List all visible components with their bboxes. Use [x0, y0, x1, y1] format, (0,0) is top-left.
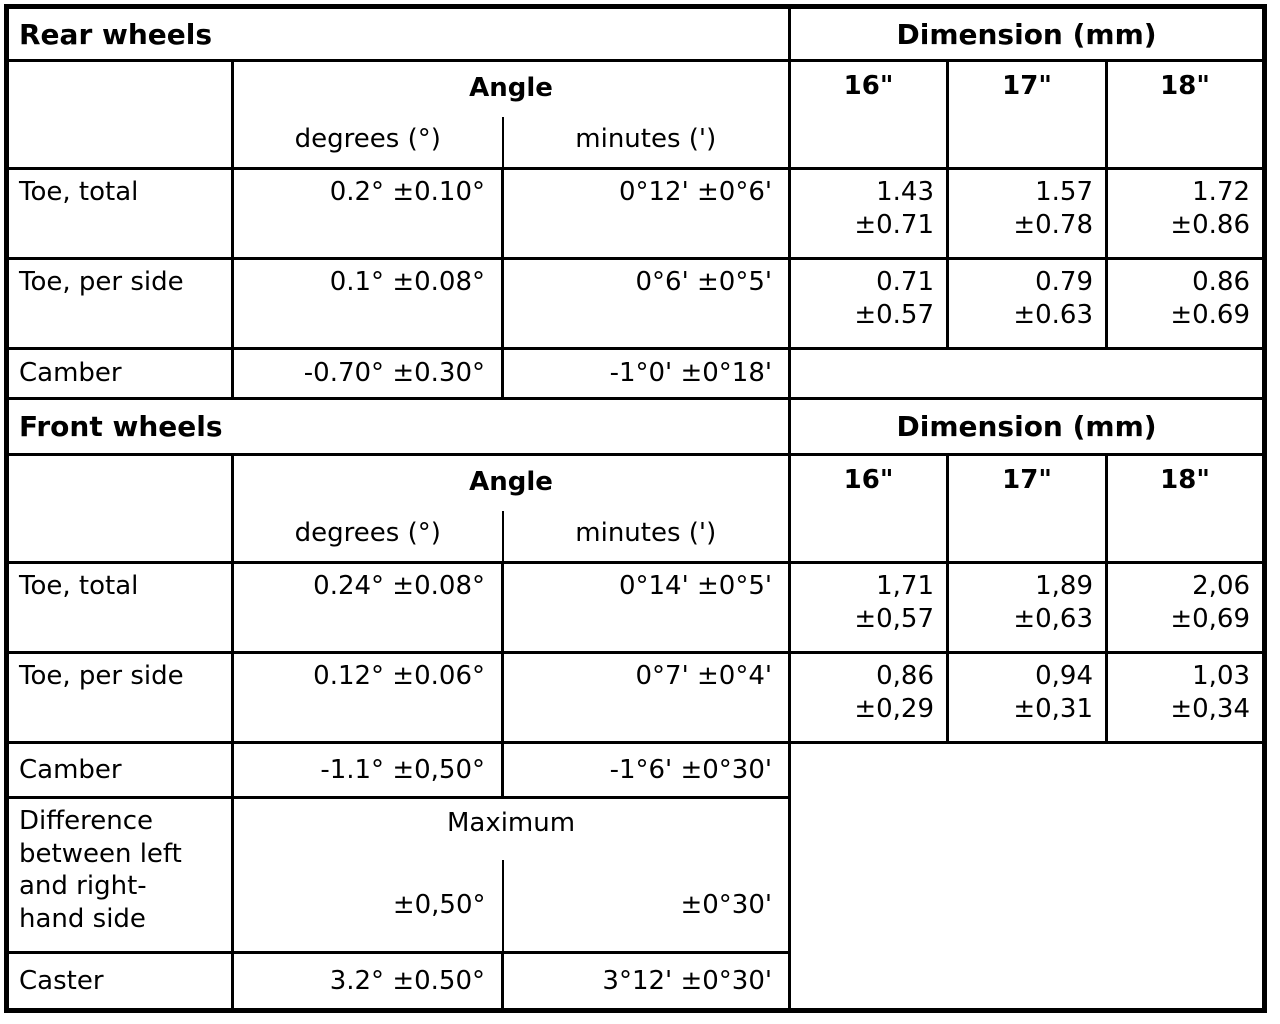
front-angle-header: Angle	[230, 453, 792, 511]
front-toe-total-dim-17: 1,89 ±0,63	[946, 561, 1109, 654]
rear-toe-total-row: Toe, total 0.2° ±0.10° 0°12' ±0°6' 1.43 …	[5, 167, 1267, 260]
front-caster-degrees: 3.2° ±0.50°	[231, 951, 504, 1012]
rear-toe-per-side-dim-18: 0.86 ±0.69	[1105, 257, 1267, 350]
rear-minutes-header: minutes (')	[501, 115, 792, 170]
rear-header-spacer-cell	[5, 59, 234, 170]
rear-angle-header-row: Angle 16" 17" 18"	[5, 59, 1267, 170]
rear-angle-header: Angle	[230, 59, 792, 117]
rear-toe-total-label: Toe, total	[5, 167, 234, 260]
front-difference-minutes: ±0°30'	[501, 858, 792, 954]
rear-camber-minutes: -1°0' ±0°18'	[500, 347, 792, 400]
rear-toe-per-side-minutes: 0°6' ±0°5'	[500, 257, 792, 350]
rear-subheader-row: degrees (°) minutes (')	[7, 115, 1265, 170]
rear-toe-per-side-dim-16: 0.71 ±0.57	[788, 257, 950, 350]
front-caster-row: Caster 3.2° ±0.50° 3°12' ±0°30'	[5, 951, 1265, 1012]
front-toe-total-dim-18: 2,06 ±0,69	[1105, 561, 1267, 654]
front-toe-total-minutes: 0°14' ±0°5'	[500, 561, 792, 654]
front-toe-per-side-dim-18: 1,03 ±0,34	[1105, 651, 1267, 744]
rear-camber-degrees: -0.70° ±0.30°	[231, 347, 504, 400]
rear-title-row: Rear wheels Dimension (mm)	[4, 5, 1267, 62]
front-toe-total-row: Toe, total 0.24° ±0.08° 0°14' ±0°5' 1,71…	[5, 561, 1267, 654]
front-size-header-16: 16"	[788, 453, 950, 564]
front-camber-minutes: -1°6' ±0°30'	[500, 741, 792, 799]
front-size-header-18: 18"	[1105, 453, 1267, 564]
rear-toe-total-dim-17: 1.57 ±0.78	[946, 167, 1109, 260]
rear-camber-label: Camber	[5, 347, 234, 400]
front-header-spacer-cell	[5, 453, 234, 564]
front-toe-total-degrees: 0.24° ±0.08°	[231, 561, 504, 654]
rear-toe-total-minutes: 0°12' ±0°6'	[500, 167, 792, 260]
front-toe-per-side-label: Toe, per side	[5, 651, 234, 744]
front-difference-maximum-row: Difference between left and right- hand …	[5, 796, 1265, 954]
front-toe-total-label: Toe, total	[5, 561, 234, 654]
rear-dimension-header: Dimension (mm)	[788, 5, 1267, 62]
front-toe-per-side-degrees: 0.12° ±0.06°	[231, 651, 504, 744]
rear-toe-total-degrees: 0.2° ±0.10°	[231, 167, 504, 260]
front-angle-header-row: Angle 16" 17" 18"	[5, 453, 1267, 564]
front-subheader-row: degrees (°) minutes (')	[7, 509, 1265, 564]
rear-size-header-17: 17"	[946, 59, 1109, 170]
rear-camber-dim-empty-cell	[788, 347, 1267, 400]
front-toe-total-dim-16: 1,71 ±0,57	[788, 561, 950, 654]
front-toe-per-side-row: Toe, per side 0.12° ±0.06° 0°7' ±0°4' 0,…	[5, 651, 1267, 744]
rear-toe-per-side-row: Toe, per side 0.1° ±0.08° 0°6' ±0°5' 0.7…	[5, 257, 1267, 350]
rear-toe-per-side-degrees: 0.1° ±0.08°	[231, 257, 504, 350]
front-camber-label: Camber	[5, 741, 234, 799]
front-dimension-header: Dimension (mm)	[788, 397, 1267, 456]
rear-section-title: Rear wheels	[4, 5, 792, 62]
rear-toe-total-dim-18: 1.72 ±0.86	[1105, 167, 1267, 260]
rear-toe-per-side-dim-17: 0.79 ±0.63	[946, 257, 1109, 350]
front-dim-empty-cell	[788, 741, 1267, 1012]
front-caster-minutes: 3°12' ±0°30'	[500, 951, 792, 1012]
wheel-alignment-table: Rear wheels Dimension (mm) Angle 16" 17"…	[4, 4, 1268, 1013]
front-toe-per-side-minutes: 0°7' ±0°4'	[500, 651, 792, 744]
front-toe-per-side-dim-16: 0,86 ±0,29	[788, 651, 950, 744]
front-degrees-header: degrees (°)	[231, 509, 504, 564]
front-camber-row: Camber -1.1° ±0,50° -1°6' ±0°30'	[5, 741, 1267, 1012]
front-maximum-header: Maximum	[230, 796, 792, 860]
front-caster-label: Caster	[5, 951, 234, 1012]
front-difference-label: Difference between left and right- hand …	[5, 796, 234, 954]
front-minutes-header: minutes (')	[501, 509, 792, 564]
front-title-row: Front wheels Dimension (mm)	[4, 397, 1267, 456]
front-size-header-17: 17"	[946, 453, 1109, 564]
front-camber-degrees: -1.1° ±0,50°	[231, 741, 504, 799]
rear-degrees-header: degrees (°)	[231, 115, 504, 170]
front-difference-values-row: ±0,50° ±0°30'	[7, 858, 1265, 954]
front-difference-degrees: ±0,50°	[231, 858, 504, 954]
front-section-title: Front wheels	[4, 397, 792, 456]
rear-size-header-16: 16"	[788, 59, 950, 170]
rear-size-header-18: 18"	[1105, 59, 1267, 170]
rear-toe-per-side-label: Toe, per side	[5, 257, 234, 350]
front-toe-per-side-dim-17: 0,94 ±0,31	[946, 651, 1109, 744]
rear-toe-total-dim-16: 1.43 ±0.71	[788, 167, 950, 260]
rear-camber-row: Camber -0.70° ±0.30° -1°0' ±0°18'	[5, 347, 1267, 400]
